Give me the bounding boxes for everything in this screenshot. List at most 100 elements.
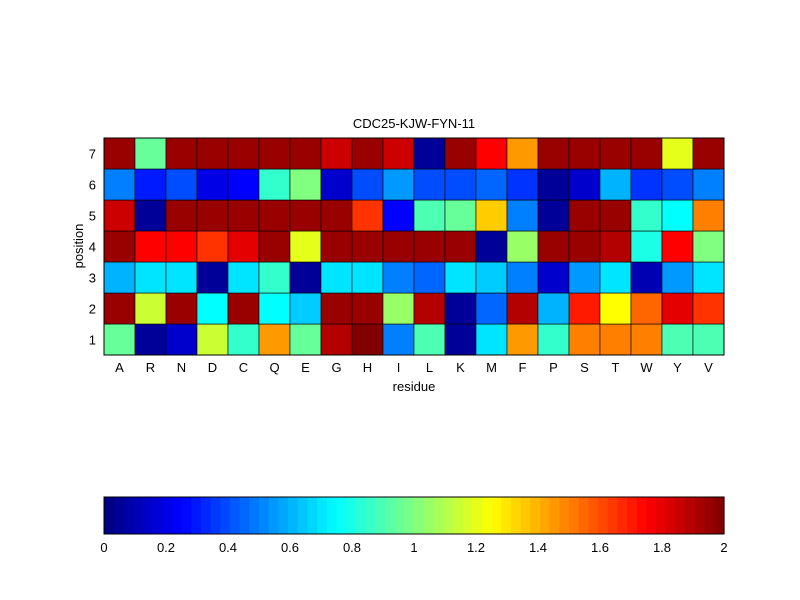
heatmap-cell <box>227 137 260 170</box>
colorbar-segment <box>249 497 260 534</box>
heatmap-cell <box>196 230 229 263</box>
heatmap-cell <box>134 168 167 201</box>
heatmap-cell <box>382 168 415 201</box>
heatmap-cell <box>568 230 601 263</box>
heatmap-cell <box>103 137 136 170</box>
heatmap-cells <box>103 137 725 356</box>
colorbar-segment <box>384 497 396 534</box>
colorbar-segment <box>414 497 425 534</box>
heatmap-cell <box>506 292 539 325</box>
colorbar-segment <box>656 497 667 534</box>
heatmap-cell <box>320 199 353 232</box>
colorbar-segment <box>685 497 696 534</box>
heatmap-cell <box>289 323 322 356</box>
colorbar-segment <box>133 497 144 534</box>
colorbar-segment <box>665 497 677 534</box>
colorbar-segment <box>675 497 686 534</box>
heatmap-cell <box>320 261 353 294</box>
colorbar-segment <box>627 497 638 534</box>
heatmap-cell <box>599 323 632 356</box>
colorbar-segment <box>443 497 454 534</box>
colorbar-segment <box>569 497 580 534</box>
colorbar-segment <box>326 497 338 534</box>
colorbar-segment <box>462 497 473 534</box>
colorbar-tick-label: 0 <box>100 540 107 555</box>
x-tick-label: K <box>456 360 465 375</box>
heatmap-cell <box>475 168 508 201</box>
colorbar-segment <box>646 497 657 534</box>
colorbar-segment <box>530 497 541 534</box>
heatmap-cell <box>196 323 229 356</box>
heatmap-cell <box>103 323 136 356</box>
heatmap-cell <box>227 323 260 356</box>
heatmap-cell <box>196 199 229 232</box>
heatmap-cell <box>475 323 508 356</box>
heatmap-cell <box>599 199 632 232</box>
heatmap-cell <box>537 261 570 294</box>
colorbar-segment <box>220 497 231 534</box>
heatmap-cell <box>692 230 725 263</box>
y-tick-label: 3 <box>89 271 96 286</box>
heatmap-cell <box>444 168 477 201</box>
heatmap-cell <box>444 261 477 294</box>
colorbar-segment <box>268 497 279 534</box>
heatmap-cell <box>413 323 446 356</box>
colorbar-segment <box>346 497 357 534</box>
heatmap-cell <box>568 323 601 356</box>
colorbar-segment <box>259 497 270 534</box>
heatmap-cell <box>444 292 477 325</box>
x-tick-label: T <box>612 360 620 375</box>
heatmap-cell <box>413 137 446 170</box>
x-tick-label: P <box>549 360 558 375</box>
colorbar-segment <box>404 497 415 534</box>
colorbar-tick-label: 0.6 <box>281 540 299 555</box>
heatmap-cell <box>134 137 167 170</box>
heatmap-cell <box>661 199 694 232</box>
heatmap-cell <box>630 137 663 170</box>
x-tick-label: V <box>704 360 713 375</box>
x-tick-label: R <box>146 360 155 375</box>
heatmap-cell <box>413 292 446 325</box>
heatmap-cell <box>692 261 725 294</box>
colorbar-segment <box>510 497 522 534</box>
colorbar-segment <box>607 497 619 534</box>
heatmap-cell <box>630 168 663 201</box>
colorbar-segment <box>617 497 628 534</box>
heatmap-cell <box>506 137 539 170</box>
heatmap-cell <box>134 323 167 356</box>
colorbar-segment <box>355 497 367 534</box>
heatmap-cell <box>537 323 570 356</box>
colorbar-tick-label: 0.8 <box>343 540 361 555</box>
colorbar-segment <box>588 497 599 534</box>
heatmap-cell <box>568 261 601 294</box>
heatmap-cell <box>661 323 694 356</box>
heatmap-cell <box>258 168 291 201</box>
heatmap-cell <box>320 168 353 201</box>
x-tick-label: G <box>331 360 341 375</box>
heatmap-cell <box>227 230 260 263</box>
heatmap-cell <box>103 168 136 201</box>
heatmap-cell <box>692 199 725 232</box>
colorbar-segment <box>152 497 163 534</box>
colorbar-tick-label: 1.2 <box>467 540 485 555</box>
colorbar-tick-label: 0.2 <box>157 540 175 555</box>
heatmap-cell <box>382 230 415 263</box>
y-tick-label: 6 <box>89 178 96 193</box>
heatmap-cell <box>630 261 663 294</box>
heatmap-cell <box>165 323 198 356</box>
colorbar-tick-label: 1.4 <box>529 540 547 555</box>
x-tick-label: Q <box>269 360 279 375</box>
x-tick-label: E <box>301 360 310 375</box>
y-tick-label: 5 <box>89 209 96 224</box>
heatmap-cell <box>413 230 446 263</box>
colorbar-tick-label: 0.4 <box>219 540 237 555</box>
x-tick-label: W <box>640 360 653 375</box>
heatmap-cell <box>134 199 167 232</box>
heatmap-cell <box>320 323 353 356</box>
colorbar-segment <box>200 497 212 534</box>
heatmap-cell <box>692 323 725 356</box>
colorbar-segment <box>162 497 173 534</box>
colorbar-segment <box>191 497 202 534</box>
heatmap-cell <box>320 137 353 170</box>
